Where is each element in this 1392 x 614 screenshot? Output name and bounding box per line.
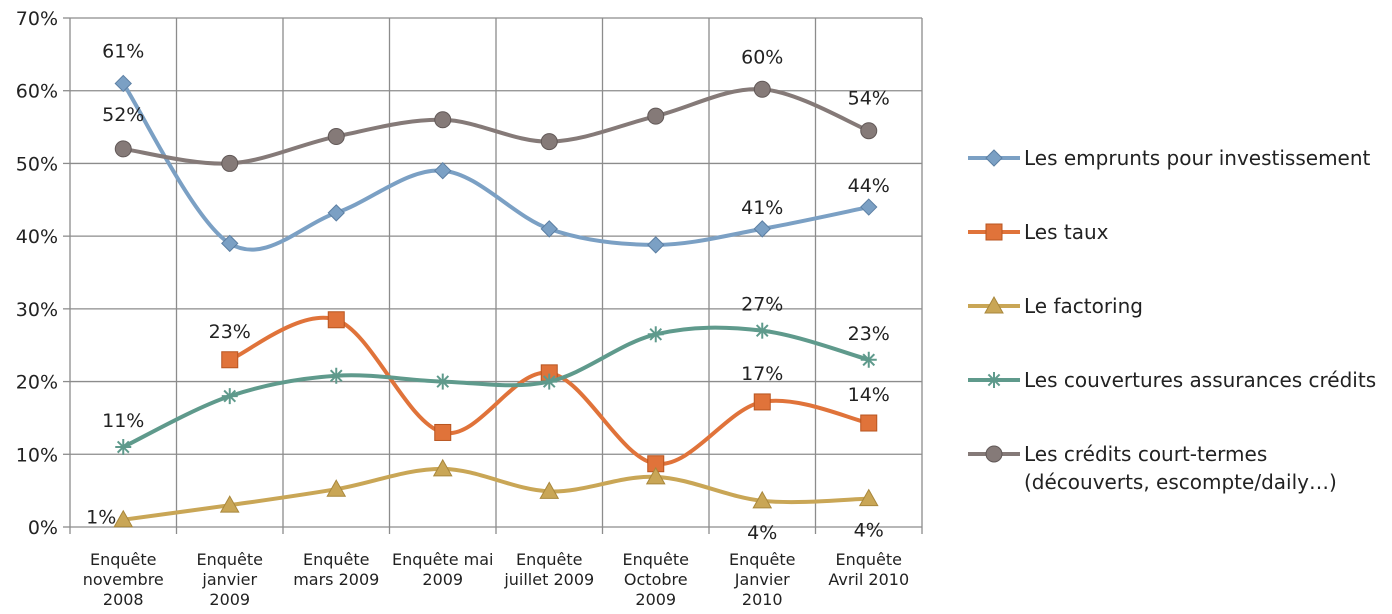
series-line xyxy=(121,325,871,450)
point-marker-asterisk xyxy=(647,326,664,343)
legend-item: Le factoring xyxy=(968,294,1143,318)
point-marker-asterisk xyxy=(986,372,1002,388)
data-label: 4% xyxy=(747,522,777,544)
point-marker-diamond xyxy=(985,149,1003,167)
point-marker-triangle xyxy=(219,495,240,513)
legend-label: Les taux xyxy=(1024,220,1109,244)
data-label: 41% xyxy=(741,197,783,219)
point-marker-circle xyxy=(327,128,345,146)
data-label: 23% xyxy=(848,323,890,345)
data-label: 1% xyxy=(86,507,116,529)
y-tick-label: 70% xyxy=(16,8,58,30)
point-marker-diamond xyxy=(540,220,558,238)
y-tick-label: 30% xyxy=(16,299,58,321)
data-label: 4% xyxy=(854,520,884,542)
y-tick-label: 20% xyxy=(16,372,58,394)
point-marker-diamond xyxy=(327,204,345,222)
y-tick-label: 10% xyxy=(16,444,58,466)
x-tick-label: Enquête janvier 2009 xyxy=(196,550,263,609)
point-marker-square xyxy=(327,311,345,329)
point-marker-triangle xyxy=(539,481,560,499)
y-tick-label: 60% xyxy=(16,81,58,103)
legend-label: Le factoring xyxy=(1024,294,1143,318)
x-tick-label: Enquête Janvier 2010 xyxy=(729,550,796,609)
axes: 0% 10% 20% 30% 40% 50% 60% 70% Enquête novembre 20… xyxy=(16,8,923,609)
x-tick-label: Enquête Avril 2010 xyxy=(828,550,909,589)
point-marker-diamond xyxy=(221,234,239,253)
point-marker-diamond xyxy=(434,161,452,180)
point-marker-asterisk xyxy=(115,439,132,456)
point-marker-asterisk xyxy=(328,367,345,384)
point-marker-circle xyxy=(985,445,1003,463)
point-marker-triangle xyxy=(645,466,666,485)
point-marker-triangle xyxy=(326,479,347,497)
point-marker-triangle xyxy=(858,488,879,507)
data-label: 17% xyxy=(741,363,783,385)
legend-label: Les couvertures assurances crédits xyxy=(1024,368,1376,392)
point-marker-circle xyxy=(114,140,132,158)
data-label: 11% xyxy=(102,410,144,432)
legend-item: Les couvertures assurances crédits xyxy=(968,368,1376,392)
legend-label: Les emprunts pour investissement xyxy=(1024,146,1371,170)
data-label: 61% xyxy=(102,40,144,62)
point-marker-triangle xyxy=(113,509,134,528)
x-tick-label: Enquête mai 2009 xyxy=(392,550,493,589)
point-marker-circle xyxy=(860,122,878,140)
legend-item: Les emprunts pour investissement xyxy=(968,146,1371,170)
x-tick-label: Enquête mars 2009 xyxy=(293,550,379,589)
series-line xyxy=(227,315,871,466)
x-tick-label: Enquête juillet 2009 xyxy=(503,550,594,589)
point-marker-asterisk xyxy=(221,388,238,405)
series-line xyxy=(121,87,871,166)
point-marker-circle xyxy=(647,107,665,125)
series-4 xyxy=(114,80,878,172)
y-tick-label: 40% xyxy=(16,226,58,248)
point-marker-circle xyxy=(221,154,239,172)
point-marker-asterisk xyxy=(541,373,558,390)
data-label: 44% xyxy=(848,175,890,197)
series-line xyxy=(121,466,871,522)
point-marker-square xyxy=(860,414,878,432)
legend-item: Les crédits court-termes (découverts, esc… xyxy=(968,442,1337,494)
data-label: 54% xyxy=(848,88,890,110)
point-marker-triangle xyxy=(984,295,1004,314)
data-label: 27% xyxy=(741,294,783,316)
series-lines xyxy=(113,74,879,528)
point-marker-asterisk xyxy=(434,373,451,390)
x-tick-label: Enquête novembre 2008 xyxy=(83,550,164,609)
legend-item: Les taux xyxy=(968,220,1109,244)
point-marker-circle xyxy=(434,111,452,129)
point-marker-diamond xyxy=(860,198,878,216)
data-label: 14% xyxy=(848,384,890,406)
point-marker-diamond xyxy=(753,220,771,238)
point-marker-asterisk xyxy=(754,322,771,339)
point-marker-square xyxy=(434,423,452,441)
point-marker-square xyxy=(221,351,239,369)
legend: Les emprunts pour investissement Les taux… xyxy=(968,146,1376,494)
data-label: 23% xyxy=(209,321,251,343)
series-3 xyxy=(115,322,877,456)
legend-label: Les crédits court-termes (découverts, esc… xyxy=(1024,442,1337,494)
point-marker-diamond xyxy=(647,236,665,254)
data-labels: 61% 41% 44% 23% 17% 14% 1% 4% 4% 11% 27% 23% 52% 60% 5… xyxy=(86,40,890,543)
point-marker-circle xyxy=(753,80,771,98)
point-marker-asterisk xyxy=(860,351,877,368)
series-2 xyxy=(113,458,879,528)
data-label: 60% xyxy=(741,46,783,68)
series-0 xyxy=(114,74,878,254)
point-marker-triangle xyxy=(752,490,773,509)
series-1 xyxy=(221,311,878,473)
point-marker-triangle xyxy=(432,458,453,477)
y-tick-label: 50% xyxy=(16,153,58,175)
point-marker-square xyxy=(985,223,1003,241)
x-tick-label: Enquête Octobre 2009 xyxy=(622,550,689,609)
point-marker-square xyxy=(753,393,771,411)
data-label: 52% xyxy=(102,104,144,126)
gridlines xyxy=(70,17,923,527)
y-tick-label: 0% xyxy=(28,517,58,539)
point-marker-diamond xyxy=(114,74,132,93)
point-marker-circle xyxy=(540,133,558,151)
